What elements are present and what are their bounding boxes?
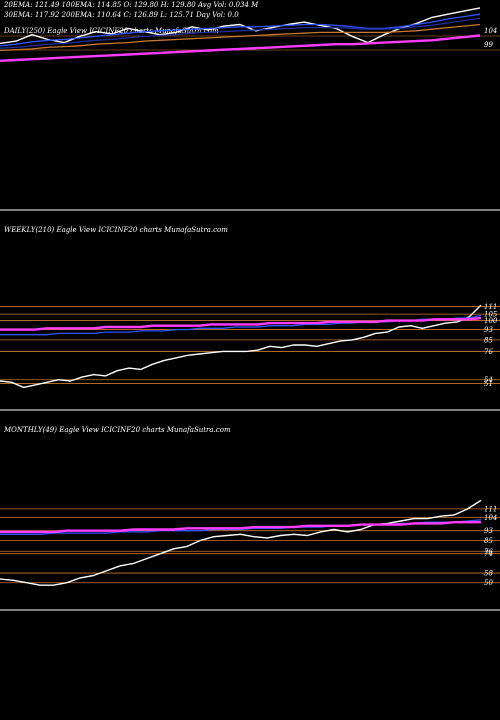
monthly-chart-panel: MONTHLY(49) Eagle View ICICINF20 charts … xyxy=(0,426,500,587)
monthly-y-tick-label: 76 xyxy=(484,548,493,556)
weekly-y-tick-label: 93 xyxy=(484,326,493,334)
monthly-y-tick-label: 58 xyxy=(484,570,493,578)
monthly-y-tick-label: 93 xyxy=(484,527,493,535)
daily-y-tick-label: 104 xyxy=(484,27,497,35)
monthly-y-tick-label: 50 xyxy=(484,579,493,587)
weekly-chart-panel: WEEKLY(210) Eagle View ICICINF20 charts … xyxy=(0,226,500,389)
monthly-y-tick-label: 104 xyxy=(484,514,497,522)
monthly-y-tick-label: 85 xyxy=(484,537,493,545)
weekly-y-tick-label: 111 xyxy=(484,303,497,311)
daily-series-ema-magenta xyxy=(0,34,481,62)
daily-chart-panel: DAILY(250) Eagle View ICICINF20 charts M… xyxy=(0,7,500,62)
daily-series-ema-orange xyxy=(0,23,481,52)
daily-series-ema-slow xyxy=(0,17,481,49)
weekly-y-tick-label: 105 xyxy=(484,311,498,319)
weekly-y-tick-label: 100 xyxy=(484,317,498,325)
monthly-y-tick-label: 74 xyxy=(484,550,493,558)
monthly-series-price xyxy=(0,499,482,586)
header-stats-line-1: 20EMA: 121.49 100EMA: 114.85 O: 129.80 H… xyxy=(3,1,259,9)
monthly-series-ema-magenta xyxy=(0,521,481,534)
monthly-y-tick-label: 111 xyxy=(484,505,497,513)
weekly-y-tick-label: 76 xyxy=(484,348,493,356)
weekly-series-ema-magenta xyxy=(0,316,482,331)
weekly-chart-title: WEEKLY(210) Eagle View ICICINF20 charts … xyxy=(4,226,228,234)
daily-series-ema-fast xyxy=(0,13,481,47)
weekly-y-tick-label: 51 xyxy=(484,380,493,388)
daily-y-tick-label: 99 xyxy=(484,41,493,49)
monthly-chart-title: MONTHLY(49) Eagle View ICICINF20 charts … xyxy=(3,426,231,434)
weekly-y-tick-label: 85 xyxy=(484,336,493,344)
weekly-y-tick-label: 54 xyxy=(484,376,493,384)
daily-chart-title: DAILY(250) Eagle View ICICINF20 charts M… xyxy=(3,27,219,35)
header-stats-line-2: 30EMA: 117.92 200EMA: 110.64 C: 126.89 L… xyxy=(4,11,239,19)
weekly-series-price xyxy=(0,304,482,389)
